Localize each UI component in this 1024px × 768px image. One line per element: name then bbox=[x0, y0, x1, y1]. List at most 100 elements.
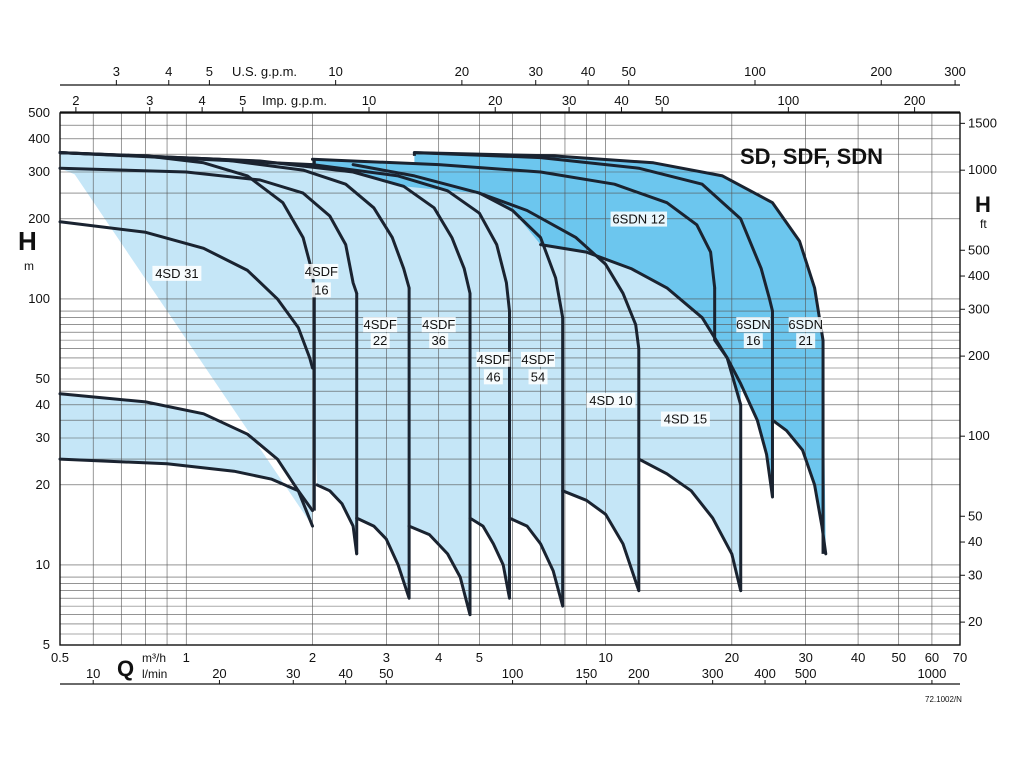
x-tick-usgpm: 100 bbox=[744, 64, 766, 79]
curve-6sdn-16 bbox=[412, 151, 774, 313]
y-tick-left: 500 bbox=[28, 105, 50, 120]
x-tick-usgpm: 10 bbox=[328, 64, 342, 79]
y-tick-right: 20 bbox=[968, 614, 982, 629]
y-tick-left: 20 bbox=[36, 477, 50, 492]
series-label: 4SD 31 bbox=[155, 266, 198, 281]
x-tick-usgpm: 20 bbox=[455, 64, 469, 79]
curve-4sdf-16 bbox=[58, 166, 359, 295]
x-tick-lmin: 1000 bbox=[917, 666, 946, 681]
series-label-bg bbox=[743, 333, 763, 349]
y-tick-left: 400 bbox=[28, 131, 50, 146]
plot-frame bbox=[59, 112, 961, 646]
x-tick-lmin: 40 bbox=[338, 666, 352, 681]
y-tick-right: 1500 bbox=[968, 115, 997, 130]
series-label-bg bbox=[660, 411, 710, 427]
curve-4sd-31-mid bbox=[58, 220, 314, 370]
usgpm-label: U.S. g.p.m. bbox=[232, 64, 297, 79]
y-tick-right: 1000 bbox=[968, 162, 997, 177]
x-tick-m3h: 20 bbox=[725, 650, 739, 665]
series-label: 6SDN bbox=[788, 317, 823, 332]
series-label: 4SDF bbox=[422, 317, 455, 332]
series-label-bg bbox=[370, 333, 390, 349]
x-tick-usgpm: 3 bbox=[113, 64, 120, 79]
series-label-bg bbox=[788, 317, 823, 333]
x-tick-lmin: 10 bbox=[86, 666, 100, 681]
series-label: 46 bbox=[486, 369, 500, 384]
curve-4sdf-16-low bbox=[315, 483, 359, 556]
series-label-bg bbox=[311, 282, 331, 298]
y-tick-right: 40 bbox=[968, 534, 982, 549]
x-tick-m3h: 2 bbox=[309, 650, 316, 665]
labels-layer: 4SD 31 4SDF164SDF224SDF364SDF464SDF544SD … bbox=[152, 211, 823, 427]
x-tick-impgpm: 2 bbox=[72, 93, 79, 108]
footnote: 72.1002/N bbox=[925, 695, 962, 704]
series-label: 4SDF bbox=[305, 264, 338, 279]
series-label-bg bbox=[586, 392, 636, 408]
x-tick-impgpm: 40 bbox=[614, 93, 628, 108]
x-tick-m3h: 70 bbox=[953, 650, 967, 665]
y-tick-left: 5 bbox=[43, 637, 50, 652]
impgpm-label: Imp. g.p.m. bbox=[262, 93, 327, 108]
curve-4sd-15-low bbox=[637, 457, 743, 593]
series-label-bg bbox=[363, 317, 398, 333]
x-axis-symbol: Q bbox=[117, 656, 134, 681]
series-label: 21 bbox=[798, 333, 812, 348]
curves-layer bbox=[58, 151, 828, 617]
x-tick-lmin: 30 bbox=[286, 666, 300, 681]
x-tick-impgpm: 200 bbox=[904, 93, 926, 108]
curve-4sd-10 bbox=[477, 191, 641, 351]
y-tick-left: 40 bbox=[36, 397, 50, 412]
curve-6sdn-12 bbox=[311, 157, 717, 290]
series-label-bg bbox=[483, 369, 503, 385]
y-axis-left-unit: m bbox=[24, 259, 34, 273]
series-label-bg bbox=[421, 317, 456, 333]
x-tick-usgpm: 50 bbox=[622, 64, 636, 79]
series-label-bg bbox=[476, 351, 511, 367]
curve-4sdf-54-low bbox=[508, 516, 565, 608]
x-tick-impgpm: 20 bbox=[488, 93, 502, 108]
curve-4sd-10-low bbox=[561, 489, 641, 593]
y-tick-right: 400 bbox=[968, 268, 990, 283]
x-tick-m3h: 10 bbox=[598, 650, 612, 665]
series-label: 6SDN 12 bbox=[612, 212, 665, 227]
curve-4sdf-22-low bbox=[355, 516, 411, 600]
x-tick-m3h: 0.5 bbox=[51, 650, 69, 665]
y-tick-left: 300 bbox=[28, 164, 50, 179]
curve-4sdf-46 bbox=[58, 151, 511, 313]
x-tick-impgpm: 100 bbox=[778, 93, 800, 108]
series-label-bg bbox=[152, 265, 202, 281]
x-tick-m3h: 4 bbox=[435, 650, 442, 665]
x-tick-lmin: 500 bbox=[795, 666, 817, 681]
curve-6sdn-21 bbox=[412, 151, 825, 342]
x-tick-m3h: 1 bbox=[183, 650, 190, 665]
x-tick-usgpm: 5 bbox=[206, 64, 213, 79]
y-tick-right: 300 bbox=[968, 301, 990, 316]
chart-title: SD, SDF, SDN bbox=[740, 144, 883, 169]
curve-4sdf-46-low bbox=[468, 516, 511, 600]
x-tick-impgpm: 3 bbox=[146, 93, 153, 108]
x-tick-impgpm: 5 bbox=[239, 93, 246, 108]
x-tick-usgpm: 200 bbox=[870, 64, 892, 79]
series-label: 36 bbox=[431, 333, 445, 348]
x-tick-m3h: 60 bbox=[925, 650, 939, 665]
series-label: 4SDF bbox=[364, 317, 397, 332]
y-tick-left: 100 bbox=[28, 291, 50, 306]
x-tick-lmin: 100 bbox=[502, 666, 524, 681]
x-axis-unit-top: m³/h bbox=[142, 651, 166, 665]
curve-4sdf-54 bbox=[351, 163, 565, 320]
series-label-bg bbox=[304, 263, 339, 279]
y-tick-right: 100 bbox=[968, 428, 990, 443]
x-tick-usgpm: 30 bbox=[528, 64, 542, 79]
y-tick-right: 30 bbox=[968, 567, 982, 582]
x-tick-impgpm: 30 bbox=[562, 93, 576, 108]
y-tick-right: 200 bbox=[968, 348, 990, 363]
series-label: 4SDF bbox=[521, 352, 554, 367]
series-label-bg bbox=[610, 211, 668, 227]
x-tick-lmin: 200 bbox=[628, 666, 650, 681]
y-axis-right-symbol: H bbox=[975, 192, 991, 217]
y-axis-left-symbol: H bbox=[18, 226, 37, 256]
series-label: 4SDF bbox=[477, 352, 510, 367]
x-tick-usgpm: 300 bbox=[944, 64, 966, 79]
